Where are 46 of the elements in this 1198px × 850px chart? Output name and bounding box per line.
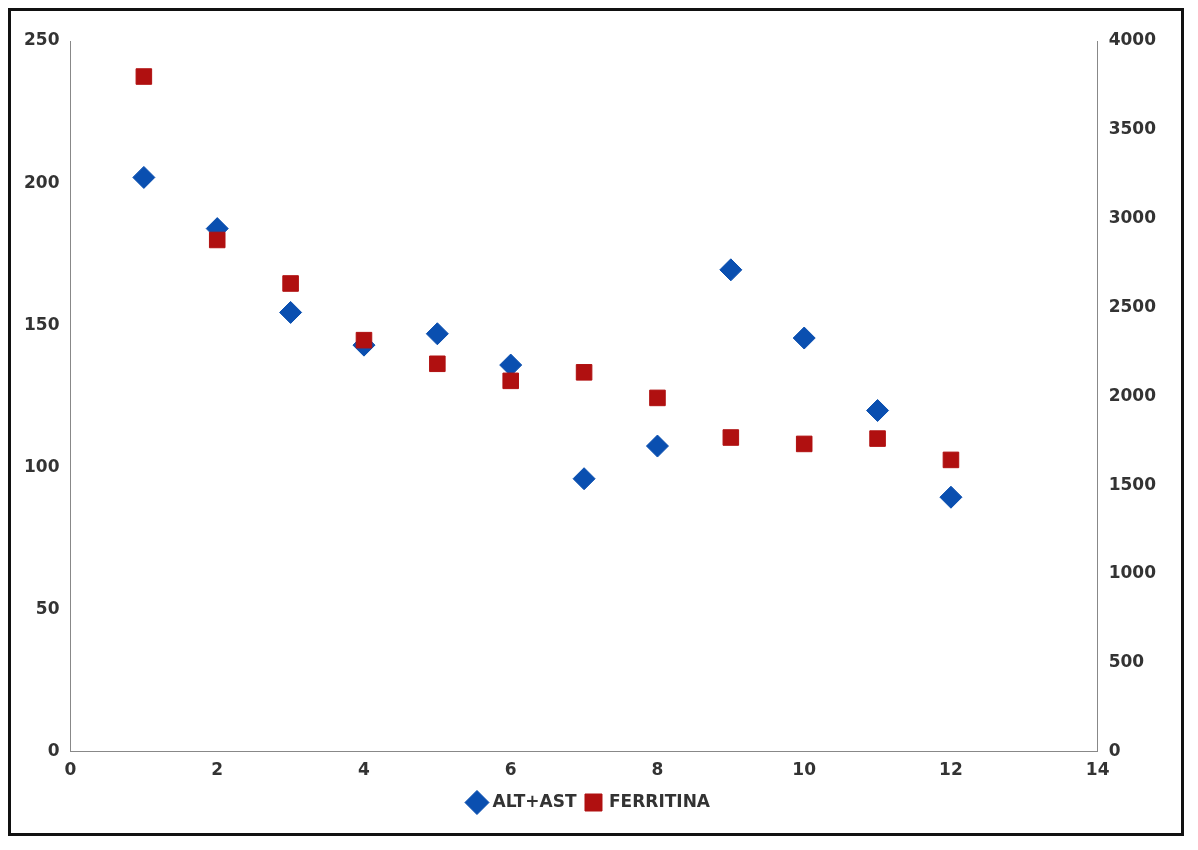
point [135,68,153,85]
y2-tick-label: 3000 [1108,207,1157,228]
legend-label: FERRITINA [608,790,711,811]
y2-tick-label: 2000 [1108,384,1157,405]
y2-tick-label: 2500 [1108,295,1157,316]
x-tick-label: 0 [64,759,77,780]
x-tick-label: 6 [504,759,517,780]
y2-tick-label: 1500 [1108,473,1157,494]
point [355,331,373,349]
x-tick-label: 14 [1085,759,1110,780]
point [132,165,156,189]
y2-tick-label: 500 [1108,651,1145,672]
x-tick-label: 2 [211,759,224,780]
point [208,231,226,249]
point [429,355,446,373]
point [869,430,886,447]
point [282,275,299,292]
y2-tick-label: 4000 [1108,29,1157,50]
y2-tick-label: 0 [1108,740,1121,761]
point [795,435,813,453]
x-tick-label: 10 [792,759,817,780]
y-tick-label: 100 [23,455,60,476]
point [866,399,890,423]
point [649,389,666,407]
point [279,300,303,324]
point [425,322,449,346]
y2-tick-label: 3500 [1108,118,1157,139]
y-tick-label: 0 [47,740,60,761]
point [942,451,960,469]
point [792,326,816,350]
y-tick-label: 250 [23,29,60,50]
x-tick-label: 8 [651,759,664,780]
point [502,372,519,390]
y-tick-label: 200 [23,171,60,192]
y-tick-label: 50 [35,597,60,618]
point [719,258,743,282]
point [939,485,963,509]
point [645,434,669,458]
y-tick-label: 150 [23,313,60,334]
point [722,429,740,446]
y2-tick-label: 1000 [1108,562,1157,583]
x-tick-label: 12 [939,759,963,780]
x-tick-label: 4 [358,759,371,780]
point [575,364,593,381]
point [572,467,596,491]
legend-label: ALT+AST [492,790,577,811]
